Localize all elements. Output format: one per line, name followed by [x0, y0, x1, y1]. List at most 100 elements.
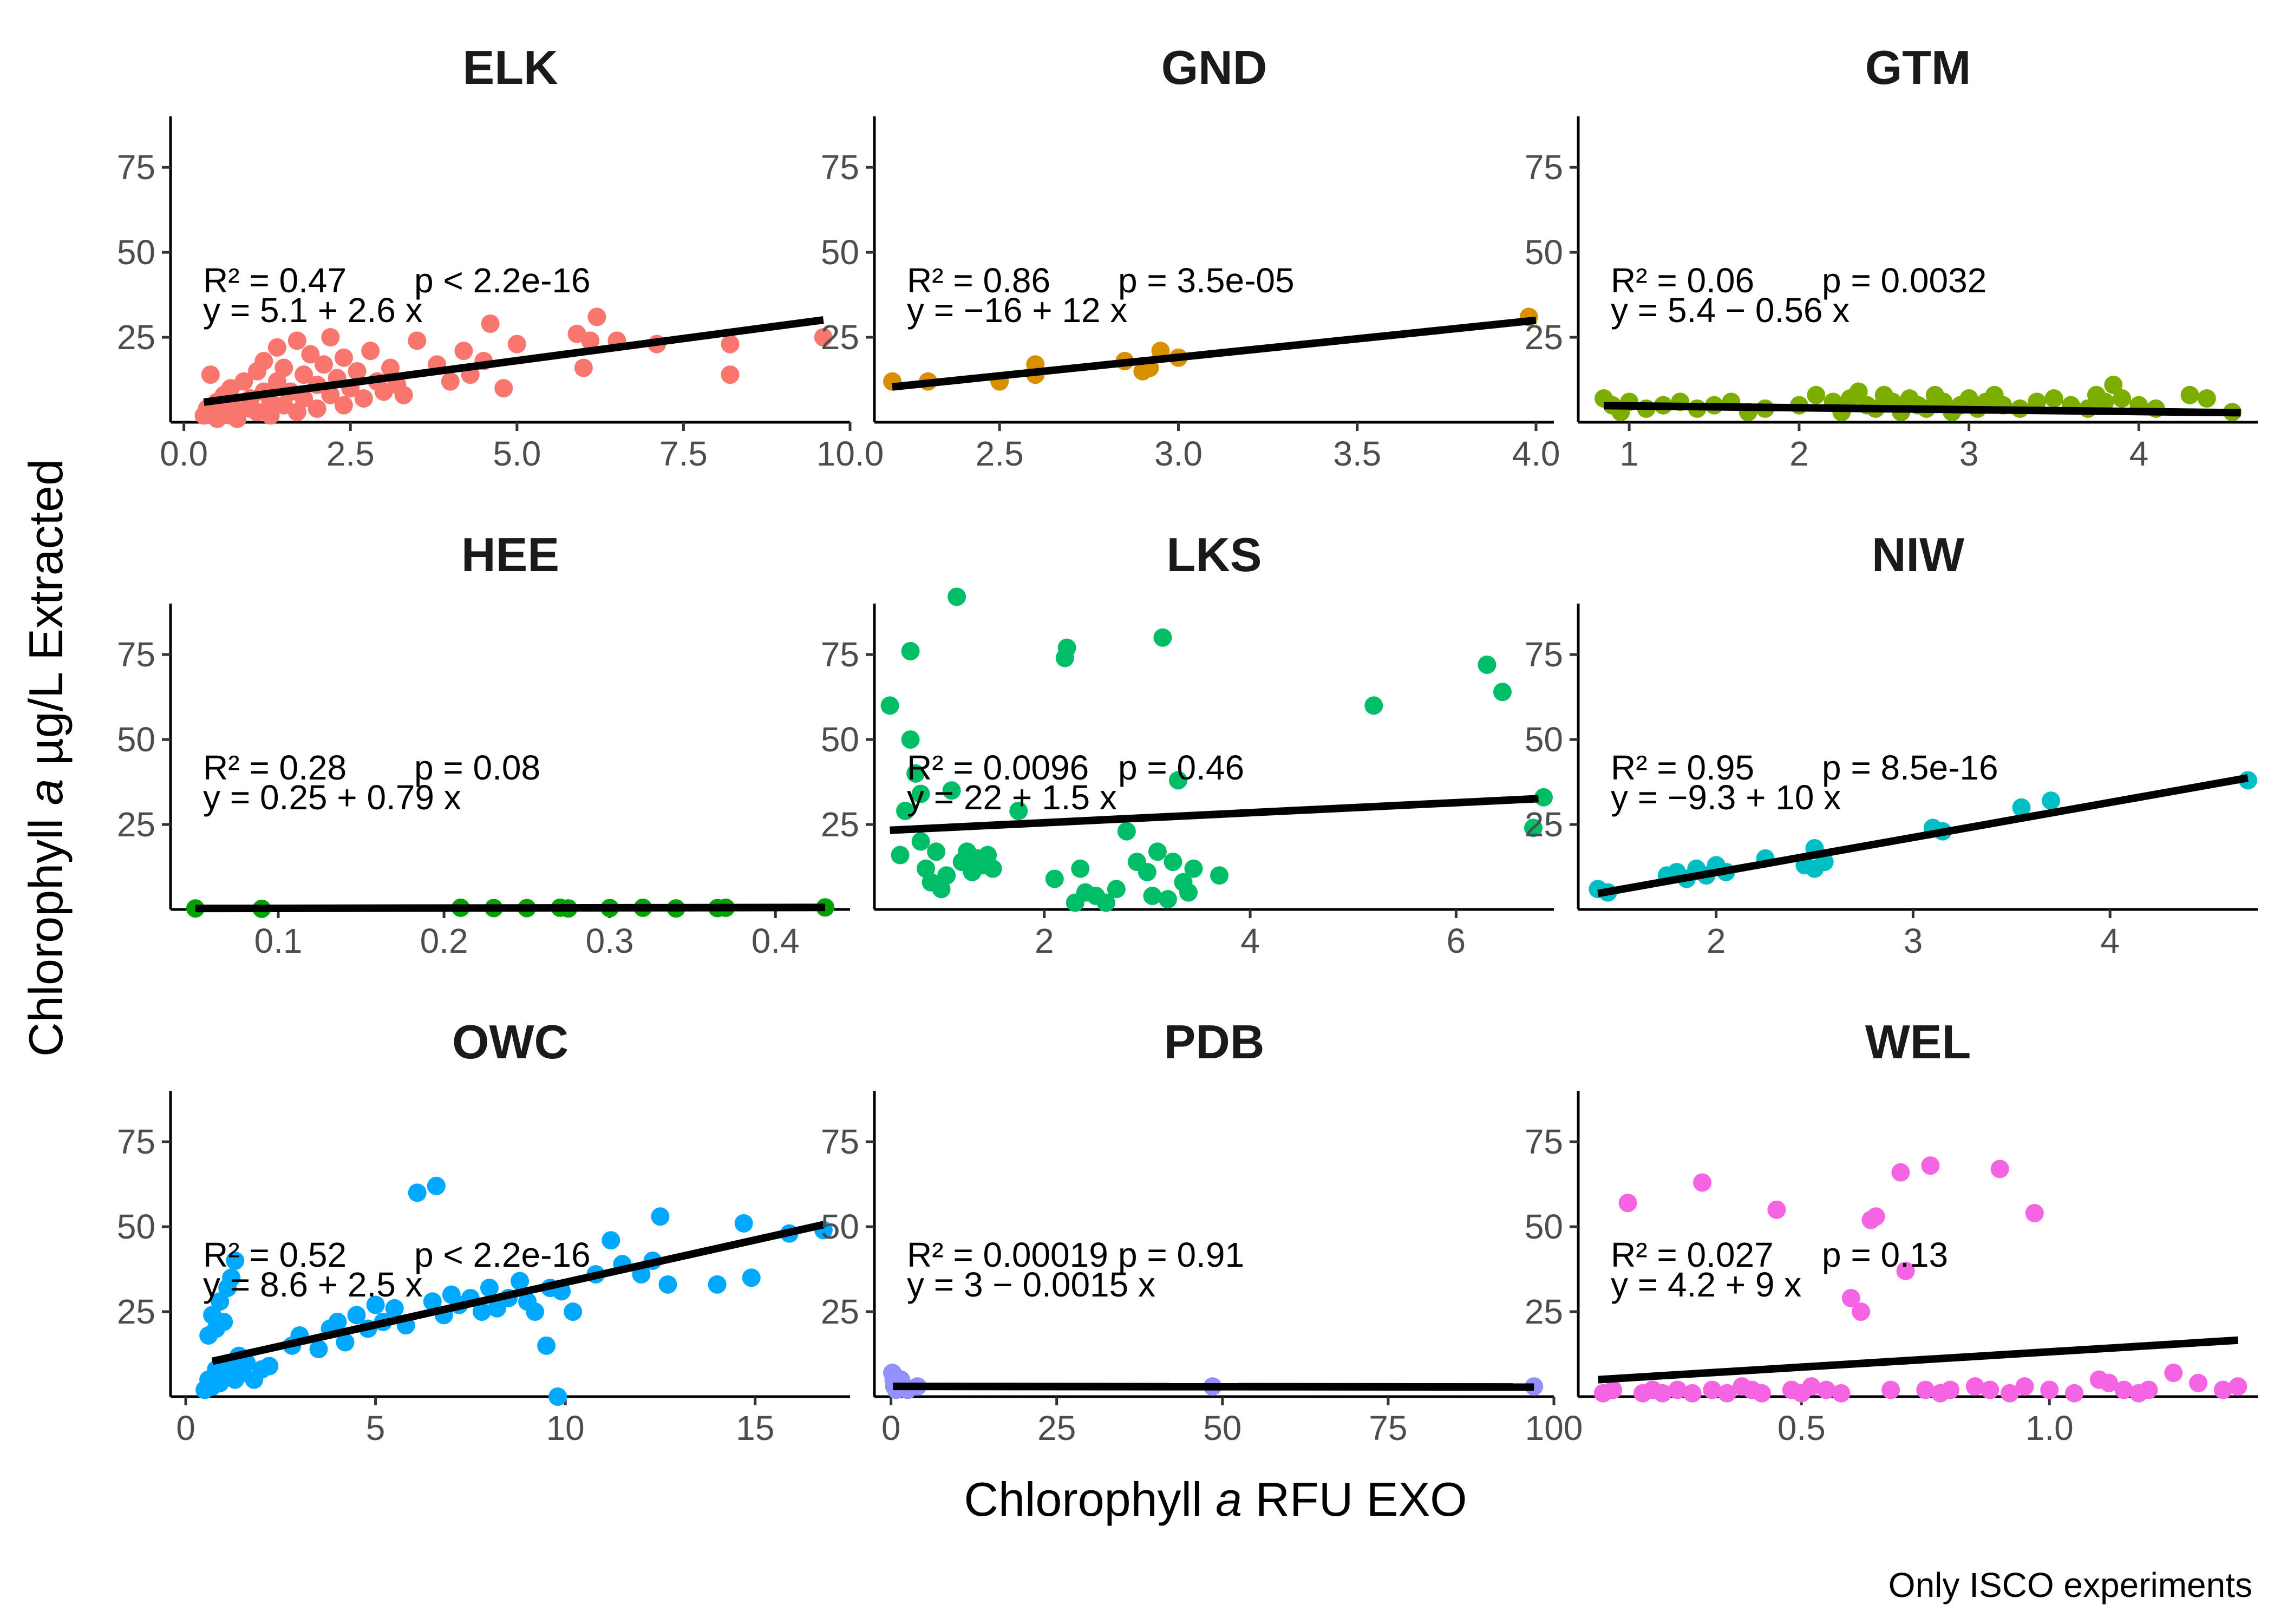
facet-elk-point: [394, 385, 413, 404]
facet-elk-point: [261, 406, 280, 425]
facet-elk-point: [481, 314, 500, 333]
facet-owc-point: [511, 1272, 530, 1291]
facet-gnd-x-tick-label: 4.0: [1512, 434, 1560, 473]
facet-owc-point: [427, 1176, 446, 1195]
facet-wel-point: [2164, 1364, 2183, 1383]
facet-wel-p-label: p = 0.13: [1822, 1235, 1948, 1274]
facet-elk-point: [295, 365, 313, 384]
facet-lks-point: [911, 784, 930, 803]
facet-owc-point: [214, 1312, 233, 1331]
facet-gtm-y-tick-label: 25: [1525, 318, 1563, 357]
facet-lks-y-tick-label: 75: [821, 635, 859, 674]
facet-niw-y-tick-label: 50: [1525, 720, 1563, 759]
facet-gnd-y-tick-label: 50: [821, 233, 859, 272]
facet-wel-point: [2015, 1377, 2034, 1396]
facet-elk-point: [721, 335, 740, 353]
facet-owc-point: [537, 1336, 556, 1355]
facet-gtm-regression-line: [1603, 402, 2241, 417]
facet-elk-r2-label: R² = 0.47: [203, 261, 347, 300]
facet-lks-point: [1045, 869, 1064, 888]
facet-wel-x-tick-label: 1.0: [2025, 1409, 2074, 1448]
facet-niw-p-label: p = 8.5e-16: [1822, 748, 1998, 787]
facet-wel-y-tick-label: 50: [1525, 1207, 1563, 1246]
facet-owc-point: [734, 1214, 753, 1233]
facet-wel-point: [1841, 1288, 1860, 1307]
facet-gtm-x-tick-label: 3: [1959, 434, 1979, 473]
facet-pdb-r2-label: R² = 0.00019: [907, 1235, 1108, 1274]
facet-wel-point: [1891, 1163, 1910, 1182]
facet-niw-x-tick-label: 3: [1904, 921, 1923, 960]
facet-pdb-y-tick-label: 50: [821, 1207, 859, 1246]
facet-hee-x-tick-label: 0.2: [420, 921, 468, 960]
facet-owc-point: [651, 1207, 670, 1226]
facet-gnd-y-tick-label: 75: [821, 148, 859, 187]
facet-elk-point: [574, 358, 593, 377]
facet-owc: OWC 25 50 75 0 5 10 15 R² = 0.52 p < 2.2e-16y = 8…: [117, 1015, 850, 1448]
facet-owc-equation-label: y = 8.6 + 2.5 x: [203, 1265, 423, 1304]
chart-caption: Only ISCO experiments: [1889, 1566, 2252, 1605]
facet-pdb-x-tick-label: 75: [1369, 1409, 1407, 1448]
facet-gtm-point: [2197, 389, 2216, 408]
facet-owc-point: [226, 1251, 245, 1270]
facet-wel-point: [2139, 1380, 2158, 1399]
facet-pdb-x-tick-label: 25: [1037, 1409, 1076, 1448]
facet-hee-title: HEE: [461, 528, 559, 581]
facet-wel-point: [1852, 1302, 1871, 1321]
facet-owc-y-tick-label: 75: [117, 1122, 155, 1161]
facet-gtm-p-label: p = 0.0032: [1822, 261, 1987, 300]
facet-owc-point: [309, 1340, 328, 1359]
facet-gtm-x-tick-label: 1: [1619, 434, 1639, 473]
facet-owc-p-label: p < 2.2e-16: [414, 1235, 591, 1274]
facet-elk-point: [228, 409, 247, 428]
facet-elk-point: [348, 362, 367, 381]
facet-lks-point: [1179, 883, 1198, 902]
facet-wel-point: [1832, 1384, 1851, 1403]
facet-niw-y-tick-label: 75: [1525, 635, 1563, 674]
facet-wel-point: [2100, 1373, 2119, 1392]
facet-lks-point: [1168, 771, 1187, 790]
facet-pdb-x-tick-label: 100: [1525, 1409, 1583, 1448]
facet-elk-y-tick-label: 75: [117, 148, 155, 187]
facet-owc-point: [211, 1292, 230, 1311]
facet-wel-point: [1941, 1380, 1960, 1399]
facet-wel-point: [2229, 1377, 2247, 1396]
facet-elk-x-tick-label: 7.5: [659, 434, 708, 473]
facet-lks-title: LKS: [1167, 528, 1262, 581]
facet-pdb-x-tick-label: 0: [881, 1409, 901, 1448]
facet-gnd-regression-line: [892, 316, 1537, 391]
facet-wel-point: [1881, 1380, 1900, 1399]
facet-owc-x-tick-label: 10: [546, 1409, 585, 1448]
facet-lks-point: [891, 846, 910, 865]
facet-lks-point: [927, 842, 946, 861]
facet-owc-point: [472, 1302, 491, 1321]
facet-lks-point: [1057, 638, 1076, 657]
facet-owc-point: [708, 1275, 727, 1294]
facet-lks-x-tick-label: 2: [1035, 921, 1054, 960]
facet-pdb: PDB 25 50 75 0 25 50 75 100 R² = 0.00019 p = 0.91y…: [821, 1015, 1583, 1448]
facet-gtm-point: [2028, 392, 2047, 411]
facet-owc-point: [408, 1183, 427, 1202]
facet-gnd: GND 25 50 75 2.5 3.0 3.5 4.0 R² = 0.86 p = 3.5e-0…: [821, 41, 1560, 473]
facet-elk: ELK 25 50 75 0.0 2.5 5.0 7.5 10.0 R² = 0.47 p < 2.…: [117, 41, 884, 473]
facet-pdb-equation-label: y = 3 − 0.0015 x: [907, 1265, 1155, 1304]
facet-lks: LKS 25 50 75 2 4 6 R² = 0.0096 p = 0.46y = 22 + …: [821, 528, 1554, 960]
facet-gnd-equation-label: y = −16 + 12 x: [907, 291, 1127, 330]
facet-wel-point: [1767, 1200, 1786, 1219]
facet-pdb-x-tick-label: 50: [1203, 1409, 1241, 1448]
facet-owc-point: [336, 1333, 355, 1352]
facet-wel-point: [1703, 1380, 1722, 1399]
facet-lks-r2-label: R² = 0.0096: [907, 748, 1089, 787]
facet-gtm-y-tick-label: 50: [1525, 233, 1563, 272]
facet-hee-y-tick-label: 25: [117, 805, 155, 844]
facet-gnd-x-tick-label: 3.0: [1154, 434, 1203, 473]
facet-elk-point: [381, 358, 400, 377]
facet-elk-point: [581, 331, 600, 350]
facet-owc-x-tick-label: 0: [176, 1409, 195, 1448]
facet-elk-point: [234, 372, 253, 391]
facet-wel-title: WEL: [1865, 1015, 1971, 1069]
facet-wel-regression-line: [1598, 1336, 2238, 1384]
facet-gtm-point: [2113, 389, 2131, 408]
y-axis-title-part-3: µg/L Extracted: [19, 459, 73, 778]
x-axis-title-part-1: Chlorophyll: [964, 1472, 1216, 1526]
